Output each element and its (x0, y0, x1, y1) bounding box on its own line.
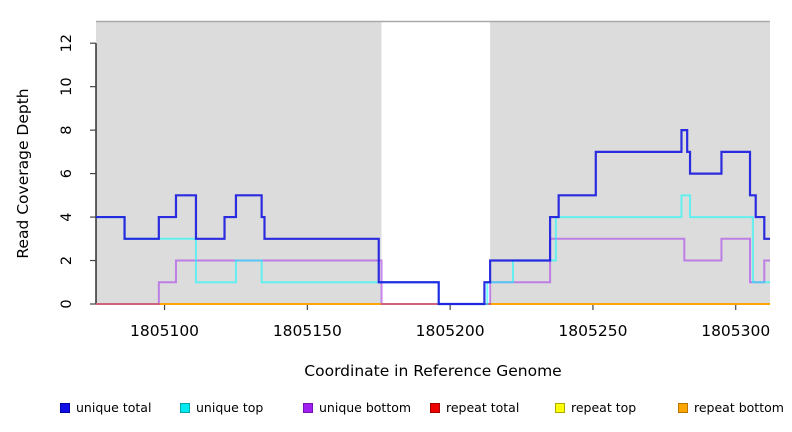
series-line-unique-total (96, 129, 770, 306)
covered-region-right (490, 21, 770, 304)
legend-swatch-unique-bottom (303, 403, 313, 413)
x-tick-label: 1805250 (558, 322, 627, 340)
plot-background-layer (96, 20, 770, 304)
y-tick-label: 6 (59, 169, 75, 178)
y-axis-title: Read Coverage Depth (14, 88, 32, 258)
legend-label: unique total (76, 400, 152, 415)
x-tick-label: 1805100 (130, 322, 199, 340)
x-tick-label: 1805150 (273, 322, 342, 340)
covered-region-left (96, 21, 382, 304)
legend-swatch-repeat-total (430, 403, 440, 413)
series-line-unique-top (96, 194, 770, 305)
x-axis-title: Coordinate in Reference Genome (304, 362, 561, 380)
uncovered-gap (381, 21, 491, 304)
y-tick-label: 4 (59, 212, 75, 221)
legend-label: unique bottom (319, 400, 412, 415)
y-tick-label: 0 (59, 299, 75, 308)
y-tick-label: 2 (59, 256, 75, 265)
x-tick-label: 1805300 (701, 322, 770, 340)
legend-label: repeat top (571, 400, 637, 415)
series-line-layer (96, 129, 770, 306)
legend-swatch-repeat-top (555, 403, 565, 413)
legend: unique total unique top unique bottom repea… (0, 400, 792, 422)
legend-label: repeat total (446, 400, 520, 415)
y-tick-label: 10 (59, 77, 75, 95)
legend-swatch-unique-total (60, 403, 70, 413)
legend-label: repeat bottom (694, 400, 784, 415)
axis-layer: 1805100 1805150 1805200 1805250 1805300 0 2 4 6 8… (59, 34, 770, 340)
y-tick-label: 8 (59, 126, 75, 135)
legend-label: unique top (196, 400, 264, 415)
legend-swatch-repeat-bottom (678, 403, 688, 413)
y-tick-label: 12 (59, 34, 75, 52)
x-tick-label: 1805200 (416, 322, 485, 340)
legend-swatch-unique-top (180, 403, 190, 413)
